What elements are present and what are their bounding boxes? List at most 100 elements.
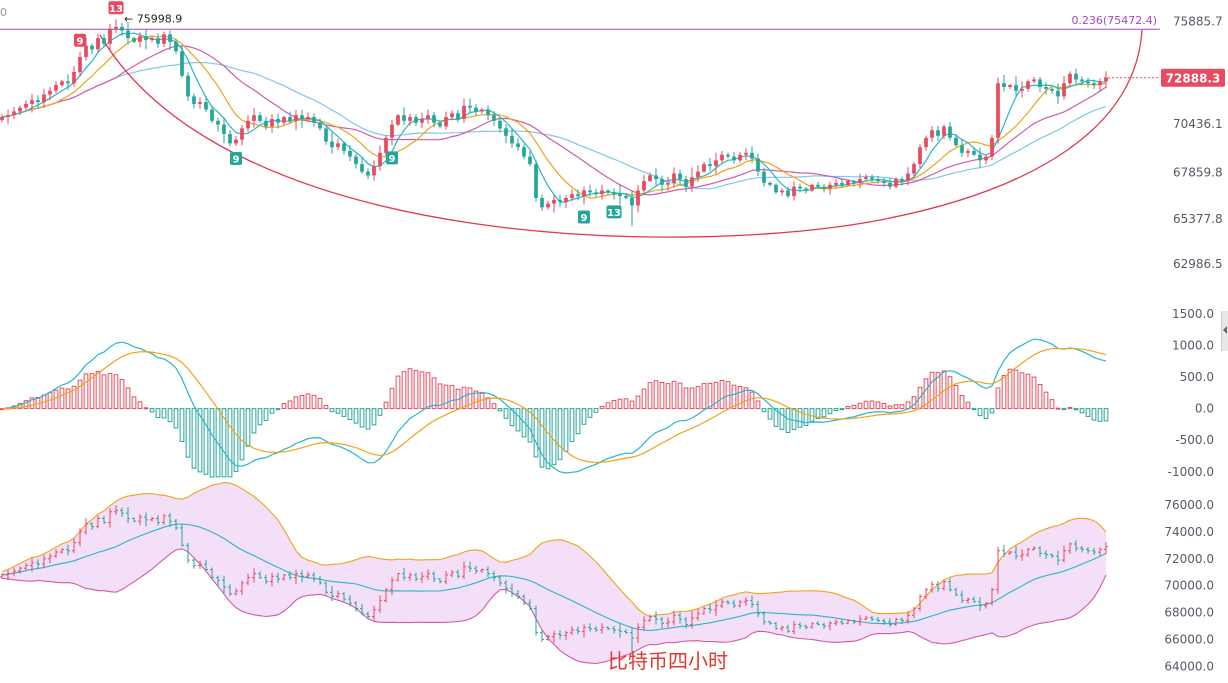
- macd-histogram-bar: [887, 405, 893, 410]
- candle-body: [870, 177, 874, 180]
- candle-body: [1020, 88, 1024, 91]
- candle-body: [306, 117, 310, 119]
- macd-histogram-bar: [443, 384, 449, 410]
- bollinger-axis-tick: 74000.0: [1164, 525, 1214, 539]
- macd-histogram-bar: [179, 408, 185, 442]
- candle-body: [498, 120, 502, 129]
- macd-histogram-bar: [263, 408, 269, 421]
- macd-histogram-bar: [773, 408, 779, 427]
- macd-histogram-bar: [839, 408, 845, 411]
- ma20-line: [1, 45, 1107, 196]
- macd-histogram-bar: [785, 408, 791, 433]
- candle-body: [930, 130, 934, 138]
- candle-body: [150, 38, 154, 40]
- panel-collapse-handle-icon[interactable]: [1221, 311, 1228, 351]
- macd-histogram-bar: [677, 382, 683, 410]
- dif-line: [1, 338, 1107, 474]
- candle-body: [234, 139, 238, 144]
- candle-body: [1044, 86, 1048, 89]
- macd-histogram-bar: [239, 408, 245, 461]
- candle-body: [138, 36, 142, 42]
- candle-body: [438, 122, 442, 127]
- ma5-line: [1, 32, 1107, 203]
- candle-body: [846, 181, 850, 185]
- macd-histogram-bar: [527, 408, 533, 443]
- candle-body: [732, 156, 736, 161]
- candle-body: [882, 181, 886, 183]
- macd-histogram-bar: [389, 387, 395, 410]
- macd-histogram-bar: [1049, 399, 1055, 410]
- macd-histogram-bar: [575, 408, 581, 435]
- macd-histogram-bar: [599, 406, 605, 410]
- candle-body: [702, 164, 706, 172]
- candle-body: [252, 115, 256, 121]
- candle-body: [810, 184, 814, 191]
- macd-histogram-bar: [1073, 408, 1079, 411]
- macd-histogram-bar: [281, 403, 287, 410]
- candle-body: [450, 113, 454, 118]
- watermark-label: 比特币四小时: [608, 649, 728, 673]
- macd-histogram-bar: [203, 408, 209, 475]
- candle-body: [756, 158, 760, 172]
- candle-body: [168, 34, 172, 42]
- candle-body: [630, 197, 634, 206]
- candle-body: [642, 181, 646, 191]
- price-panel[interactable]: 9 13 9 9 9 13: [0, 1, 1160, 238]
- candle-body: [612, 192, 616, 195]
- candle-body: [264, 120, 268, 127]
- candle-body: [1026, 81, 1030, 89]
- candle-body: [42, 94, 46, 103]
- candle-body: [156, 38, 160, 44]
- macd-histogram-bar: [107, 373, 113, 410]
- candle-body: [534, 164, 538, 198]
- macd-histogram-bar: [185, 408, 191, 458]
- candle-body: [366, 171, 370, 176]
- macd-histogram-bar: [857, 402, 863, 410]
- candle-body: [414, 117, 418, 123]
- candle-body: [348, 150, 352, 157]
- macd-histogram-bar: [569, 408, 575, 443]
- candle-body: [528, 156, 532, 165]
- candle-body: [78, 56, 82, 72]
- macd-histogram-bar: [83, 373, 89, 410]
- macd-histogram-bar: [113, 374, 119, 410]
- candle-body: [750, 152, 754, 159]
- bollinger-panel[interactable]: [0, 482, 1108, 665]
- macd-histogram-bar: [665, 383, 671, 410]
- candle-body: [780, 190, 784, 193]
- candle-body: [516, 143, 520, 148]
- macd-histogram-bar: [383, 401, 389, 410]
- macd-histogram-bar: [359, 408, 365, 428]
- td-marker-label: 9: [581, 213, 588, 224]
- macd-histogram-bar: [431, 377, 437, 410]
- candle-body: [222, 124, 226, 135]
- ma10-line: [1, 35, 1107, 199]
- macd-histogram-bar: [953, 384, 959, 410]
- macd-histogram-bar: [161, 408, 167, 419]
- macd-histogram-bar: [731, 384, 737, 410]
- candle-body: [714, 160, 718, 166]
- macd-histogram-bar: [893, 404, 899, 410]
- macd-histogram-bar: [1001, 374, 1007, 410]
- candle-body: [816, 184, 820, 187]
- candle-body: [606, 190, 610, 193]
- candle-body: [1086, 81, 1090, 84]
- macd-histogram-bar: [899, 404, 905, 410]
- candle-body: [420, 118, 424, 123]
- candle-body: [948, 126, 952, 138]
- candle-body: [822, 186, 826, 189]
- bollinger-mid-line: [1, 523, 1107, 632]
- price-axis-tick: 75885.7: [1173, 14, 1223, 28]
- candle-body: [570, 194, 574, 198]
- macd-histogram-bar: [587, 408, 593, 418]
- macd-histogram-bar: [863, 400, 869, 410]
- macd-histogram-bar: [395, 375, 401, 410]
- macd-panel[interactable]: [0, 338, 1109, 478]
- candle-body: [552, 199, 556, 204]
- candle-body: [690, 177, 694, 187]
- macd-histogram-bar: [1097, 408, 1103, 422]
- macd-histogram-bar: [1037, 384, 1043, 410]
- bollinger-axis-tick: 72000.0: [1164, 552, 1214, 566]
- candle-body: [978, 154, 982, 161]
- macd-histogram-bar: [983, 408, 989, 420]
